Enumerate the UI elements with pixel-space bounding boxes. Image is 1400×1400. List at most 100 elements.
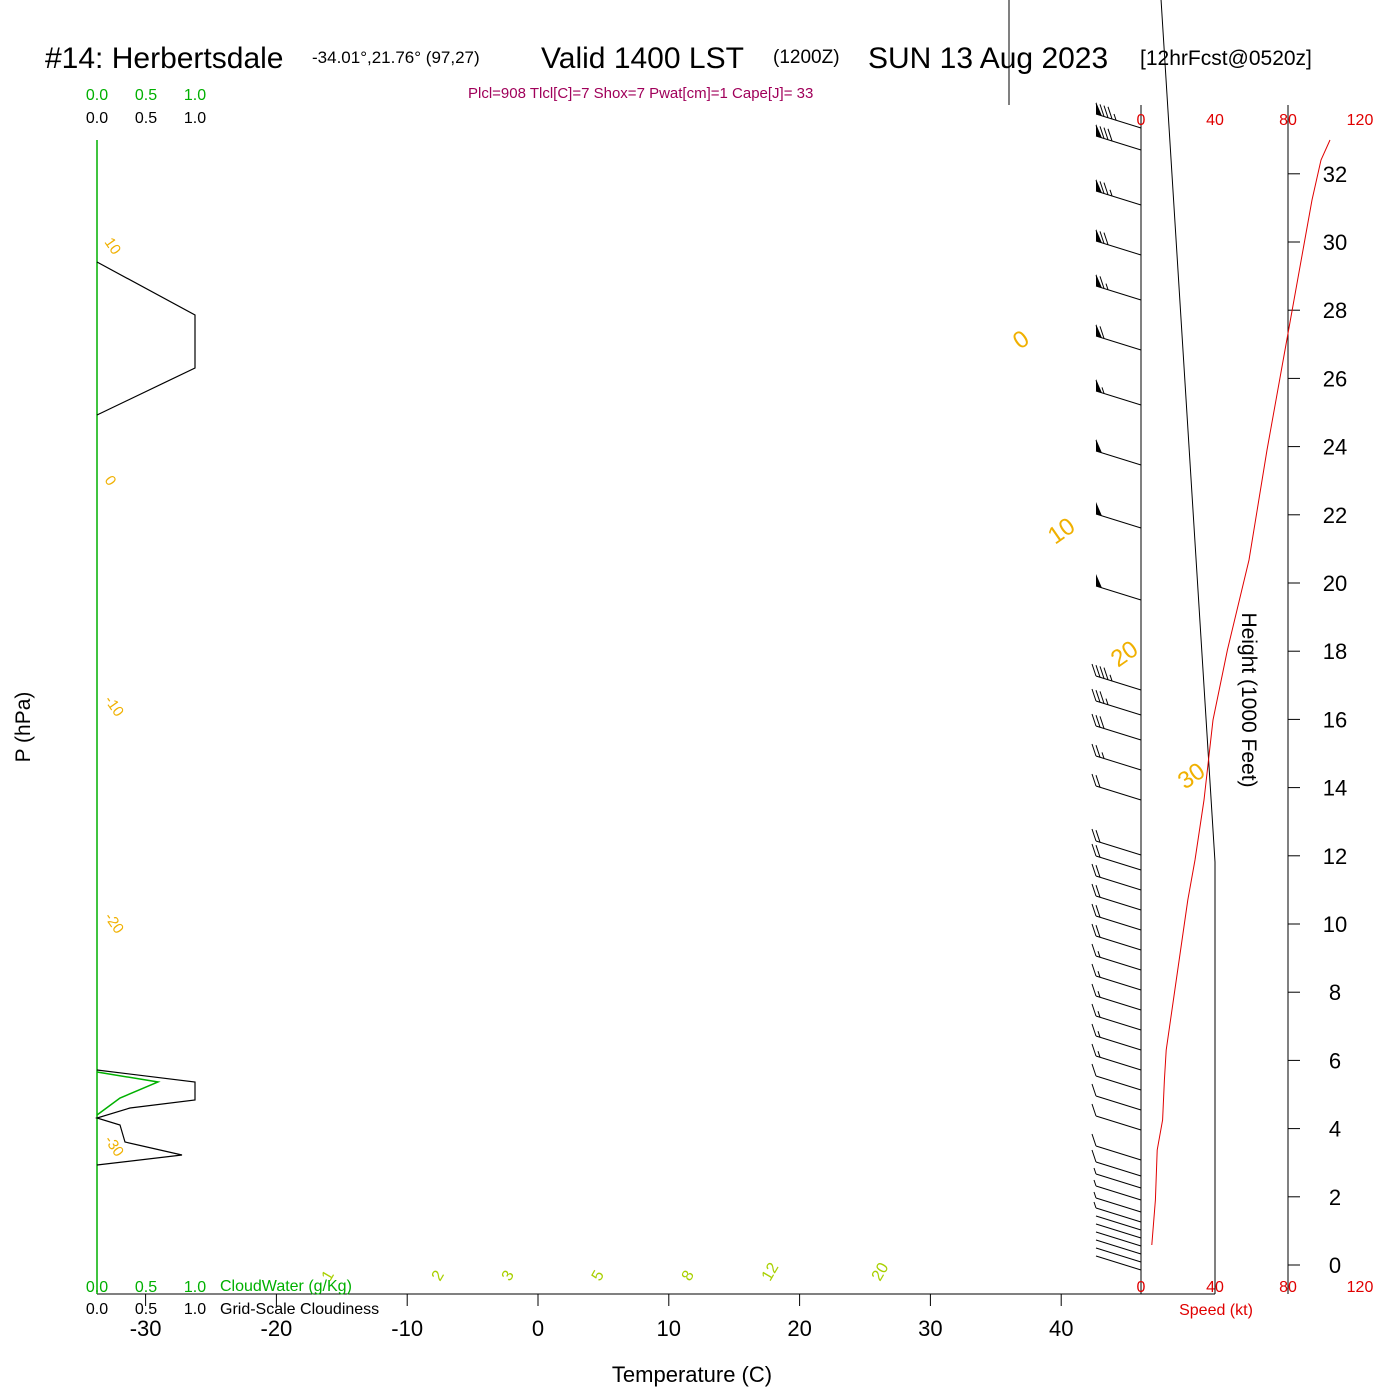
text-layer: #14: Herbertsdale -34.01°,21.76° (97,27)… xyxy=(12,42,1312,1387)
wind-barb-halfflag xyxy=(1101,752,1105,759)
wind-barb-staff xyxy=(1095,975,1142,991)
x-tick-label: 20 xyxy=(787,1316,811,1341)
mixing-ratio-label: 3 xyxy=(499,1268,518,1284)
wind-barb-staff xyxy=(1095,1035,1142,1051)
wind-barb-flag xyxy=(1095,690,1101,703)
wind-barb-pennant xyxy=(1096,379,1102,393)
wind-barb-flag xyxy=(1091,1083,1097,1097)
cloudwater-bottom-tick: 0.5 xyxy=(135,1279,157,1296)
wind-barb-flag xyxy=(1103,105,1109,118)
wind-barb-halfflag xyxy=(1109,189,1113,196)
moist-adiabat-label: 10 xyxy=(1043,512,1080,549)
wind-barb-flag xyxy=(1095,845,1101,858)
wind-barb-flag xyxy=(1091,863,1097,877)
height-tick-label: 12 xyxy=(1323,844,1347,869)
wind-barb-halfflag xyxy=(1093,1179,1097,1187)
wind-barb-halfflag xyxy=(1097,951,1101,958)
wind-barb-flag xyxy=(1091,663,1097,677)
cloudiness-bottom-tick: 0.5 xyxy=(135,1301,157,1318)
chart-date: SUN 13 Aug 2023 xyxy=(868,42,1108,75)
wind-barb-flag xyxy=(1095,230,1101,243)
wind-barb-flag xyxy=(1091,1003,1097,1017)
chart-utc: (1200Z) xyxy=(773,47,840,68)
wind-barb-flag xyxy=(1099,666,1105,679)
wind-barb-staff xyxy=(1095,1173,1142,1189)
wind-barb-flag xyxy=(1095,885,1101,898)
wind-barb-staff xyxy=(1095,190,1142,206)
cloudiness-label: Grid-Scale Cloudiness xyxy=(220,1301,379,1318)
height-tick-label: 2 xyxy=(1329,1185,1341,1210)
wind-barb-staff xyxy=(1095,113,1142,129)
cloudwater-bottom-tick: 0.0 xyxy=(86,1279,108,1296)
wind-barb-staff xyxy=(1095,450,1142,466)
chart-coords: -34.01°,21.76° (97,27) xyxy=(312,48,480,67)
x-tick-label: -10 xyxy=(391,1316,423,1341)
cloudwater-label: CloudWater (g/Kg) xyxy=(220,1278,352,1295)
side-panels: 0.0 0.5 1.00.0 0.5 1.00.0 0.5 1.00.0 0.5 1.00 40 8… xyxy=(86,87,1374,1318)
speed-top-tick: 0 xyxy=(1137,112,1146,129)
height-tick-label: 8 xyxy=(1329,980,1341,1005)
wind-barb-flag xyxy=(1091,1149,1097,1163)
height-tick-label: 16 xyxy=(1323,707,1347,732)
x-axis-title: Temperature (C) xyxy=(612,1362,772,1387)
cloudiness-top-tick: 1.0 xyxy=(184,110,206,127)
wind-barb-halfflag xyxy=(1097,1031,1101,1038)
cloudwater-profile xyxy=(96,1071,161,1116)
wind-barb-flag xyxy=(1095,125,1101,138)
wind-barb-flag xyxy=(1095,715,1101,728)
wind-barb-halfflag xyxy=(1097,1051,1101,1058)
wind-barb-staff xyxy=(1095,1197,1142,1213)
speed-top-tick: 120 xyxy=(1347,112,1374,129)
wind-barb-flag xyxy=(1095,745,1101,758)
wind-barb-flag xyxy=(1103,182,1109,195)
wind-barb-pennant xyxy=(1096,124,1102,138)
wind-barb-staff xyxy=(1095,955,1142,971)
wind-barb-halfflag xyxy=(1105,283,1109,290)
height-tick-label: 14 xyxy=(1323,776,1347,801)
wind-barb-staff xyxy=(1095,240,1142,256)
cloudiness-profile-lower xyxy=(94,1069,196,1166)
cloudwater-bottom-tick: 1.0 xyxy=(184,1279,206,1296)
wind-barb-flag xyxy=(1095,325,1101,338)
wind-barb-staff xyxy=(1095,335,1142,351)
mixing-ratio-label: 12 xyxy=(759,1260,783,1284)
height-tick-label: 22 xyxy=(1323,503,1347,528)
wind-barb-staff xyxy=(1095,1115,1142,1131)
wind-barb-staff xyxy=(1095,1231,1142,1247)
wind-barb-staff xyxy=(1095,135,1142,151)
wind-barb-halfflag xyxy=(1113,113,1117,121)
wind-barb-staff xyxy=(1095,1255,1142,1271)
x-tick-label: 10 xyxy=(657,1316,681,1341)
mixing-ratio-label: 2 xyxy=(429,1268,448,1284)
wind-barb-staff xyxy=(1095,840,1142,856)
speed-bottom-tick: 120 xyxy=(1347,1279,1374,1296)
wind-barb-staff xyxy=(1095,875,1142,891)
wind-barb-flag xyxy=(1091,923,1097,937)
wind-barb-staff xyxy=(1095,785,1142,801)
height-tick-label: 10 xyxy=(1323,912,1347,937)
wind-barb-staff xyxy=(1095,755,1142,771)
wind-barb-pennant xyxy=(1096,324,1102,338)
mixing-ratio-label: 5 xyxy=(589,1268,608,1284)
wind-barb-flag xyxy=(1099,181,1105,194)
wind-barb-halfflag xyxy=(1101,387,1105,394)
wind-barb-flag xyxy=(1103,667,1109,680)
wind-barb-staff xyxy=(1095,675,1142,691)
speed-bottom-tick: 0 xyxy=(1137,1279,1146,1296)
x-tick-label: 30 xyxy=(918,1316,942,1341)
wind-barb-staff xyxy=(1095,725,1142,741)
wind-barb-staff xyxy=(1095,513,1142,529)
wind-barb-flag xyxy=(1095,830,1101,843)
wind-barb-pennant xyxy=(1096,502,1102,516)
cloudiness-profile-upper xyxy=(96,261,196,416)
wind-barb-staff xyxy=(1095,390,1142,406)
wind-barb-staff xyxy=(1095,285,1142,301)
moist-adiabat-label: 20 xyxy=(1106,635,1143,672)
wind-barb-flag xyxy=(1091,688,1097,702)
wind-barb-pennant xyxy=(1096,574,1102,588)
wind-barb-halfflag xyxy=(1097,971,1101,978)
wind-barb-flag xyxy=(1095,775,1101,788)
wind-barb-staff xyxy=(1095,1247,1142,1263)
wind-barb-pennant xyxy=(1096,439,1102,453)
plot-right-frame xyxy=(1008,0,1216,1294)
